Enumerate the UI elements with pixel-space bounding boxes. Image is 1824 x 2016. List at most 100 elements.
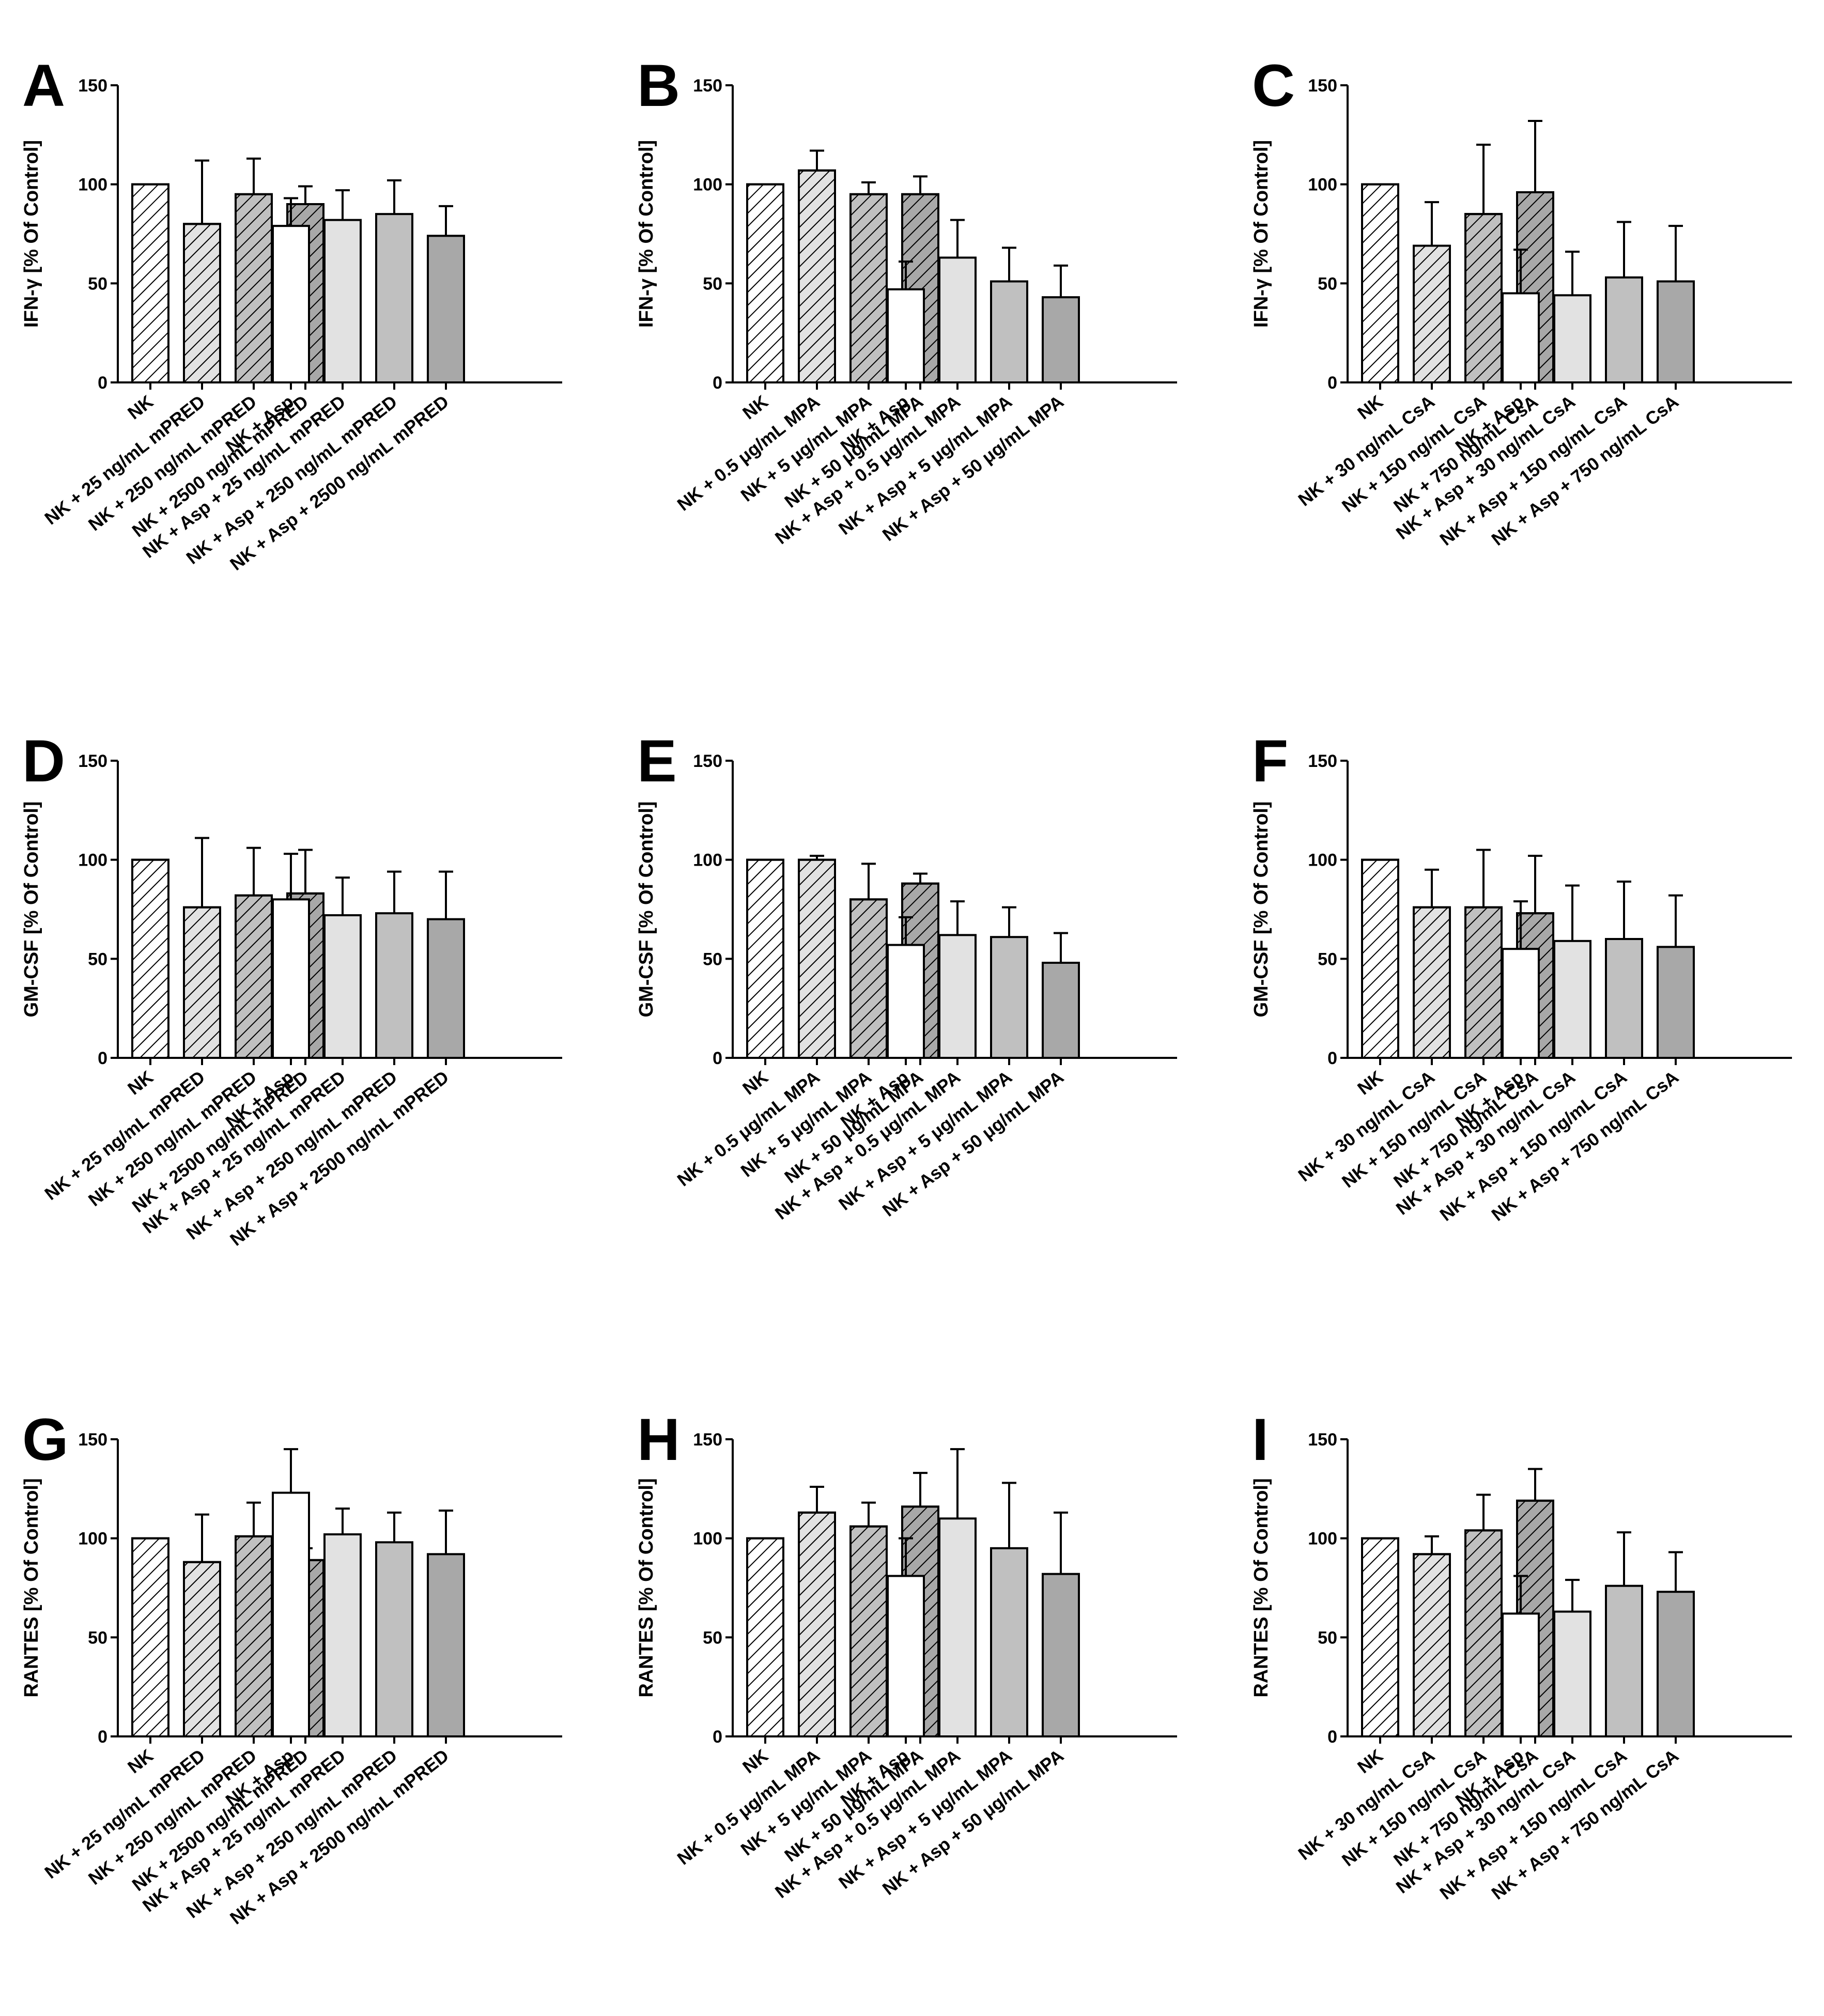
y-tick-label: 150 <box>78 751 107 771</box>
bar-hatch <box>1413 906 1451 1059</box>
x-category-label: NK <box>1354 392 1387 424</box>
y-tick-label: 0 <box>713 373 722 393</box>
bar <box>1605 276 1643 383</box>
x-category-label: NK <box>1354 1746 1387 1778</box>
x-category-label: NK <box>124 392 157 424</box>
y-tick-label: 50 <box>88 949 107 969</box>
bar-hatch <box>183 906 221 1059</box>
bar <box>272 1491 310 1737</box>
bar-hatch <box>183 1561 221 1738</box>
bar <box>990 936 1028 1059</box>
y-tick-label: 50 <box>703 949 722 969</box>
bar <box>272 898 310 1059</box>
y-tick-label: 50 <box>88 274 107 294</box>
bar-hatch <box>798 858 836 1059</box>
bar-hatch <box>849 898 888 1059</box>
y-tick-label: 0 <box>1327 1049 1337 1068</box>
panel-label: E <box>637 728 677 794</box>
y-tick-label: 0 <box>98 1049 107 1068</box>
x-category-label: NK <box>124 1067 157 1099</box>
bar <box>323 914 362 1059</box>
panel-label: B <box>637 53 680 119</box>
y-tick-label: 150 <box>693 76 722 96</box>
y-tick-label: 0 <box>98 373 107 393</box>
bar-hatch <box>1464 906 1503 1059</box>
y-axis-title: IFN-γ [% Of Control] <box>21 140 42 328</box>
y-tick-label: 150 <box>1308 1430 1337 1450</box>
y-tick-label: 50 <box>88 1628 107 1648</box>
bar-hatch <box>1361 183 1399 383</box>
y-axis-title: GM-CSF [% Of Control] <box>1250 802 1272 1018</box>
y-tick-label: 150 <box>78 1430 107 1450</box>
y-tick-label: 0 <box>1327 1727 1337 1747</box>
bar <box>990 280 1028 383</box>
bar <box>1657 946 1695 1059</box>
panel-label: I <box>1252 1407 1269 1473</box>
bar <box>375 912 413 1059</box>
bar <box>938 934 977 1059</box>
y-tick-label: 100 <box>1308 851 1337 870</box>
bar-hatch <box>183 223 221 383</box>
bar-hatch <box>235 1535 273 1737</box>
bar <box>1553 1610 1591 1737</box>
y-tick-label: 100 <box>78 851 107 870</box>
y-tick-label: 100 <box>693 175 722 195</box>
bar <box>323 1533 362 1737</box>
bar <box>427 918 465 1059</box>
bar-hatch <box>235 193 273 383</box>
bar-hatch <box>131 1537 169 1738</box>
bar-hatch <box>1361 858 1399 1059</box>
bar <box>1042 1573 1080 1738</box>
y-tick-label: 150 <box>693 1430 722 1450</box>
y-tick-label: 150 <box>78 76 107 96</box>
bar-hatch <box>798 1511 836 1737</box>
bar <box>990 1547 1028 1737</box>
bar-hatch <box>1413 244 1451 383</box>
bar <box>1042 962 1080 1059</box>
bar <box>1657 1591 1695 1738</box>
bar <box>375 1541 413 1737</box>
bar-hatch <box>235 894 273 1059</box>
y-tick-label: 0 <box>98 1727 107 1747</box>
bar <box>1502 948 1540 1059</box>
panel-label: H <box>637 1407 680 1473</box>
bar <box>1605 938 1643 1059</box>
y-tick-label: 150 <box>693 751 722 771</box>
panel-label: D <box>22 728 65 794</box>
bar <box>427 1553 465 1737</box>
bar <box>887 288 925 383</box>
bar-hatch <box>131 858 169 1059</box>
bar-hatch <box>1361 1537 1399 1738</box>
bar <box>1042 296 1080 384</box>
y-tick-label: 100 <box>78 1529 107 1549</box>
y-axis-title: RANTES [% Of Control] <box>21 1478 42 1697</box>
x-category-label: NK <box>739 1746 772 1778</box>
y-axis-title: IFN-γ [% Of Control] <box>1250 140 1272 328</box>
bar <box>1502 292 1540 383</box>
y-axis-title: GM-CSF [% Of Control] <box>21 802 42 1018</box>
bar-hatch <box>746 183 784 383</box>
bar <box>1657 280 1695 383</box>
bar <box>938 256 977 383</box>
y-tick-label: 150 <box>1308 76 1337 96</box>
y-tick-label: 100 <box>78 175 107 195</box>
y-tick-label: 50 <box>1318 949 1337 969</box>
x-category-label: NK <box>739 1067 772 1099</box>
y-axis-title: GM-CSF [% Of Control] <box>636 802 657 1018</box>
y-tick-label: 50 <box>1318 274 1337 294</box>
x-category-label: NK <box>124 1746 157 1778</box>
y-tick-label: 50 <box>1318 1628 1337 1648</box>
y-tick-label: 100 <box>1308 175 1337 195</box>
bar <box>375 213 413 383</box>
bar-hatch <box>1413 1553 1451 1737</box>
y-tick-label: 100 <box>693 851 722 870</box>
x-category-label: NK <box>1354 1067 1387 1099</box>
y-axis-title: IFN-γ [% Of Control] <box>636 140 657 328</box>
x-category-label: NK <box>739 392 772 424</box>
